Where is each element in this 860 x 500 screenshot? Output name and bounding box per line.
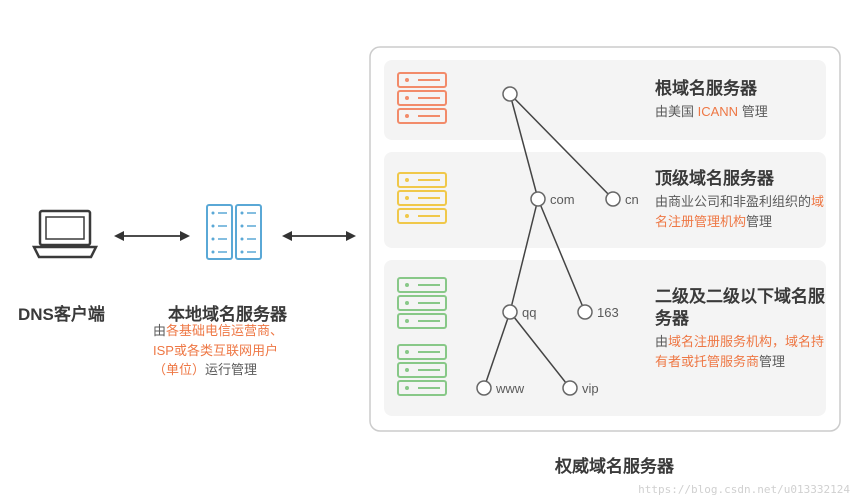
server-icon [398,173,446,223]
tree-label-qq: qq [522,305,536,320]
server-icon [398,73,446,123]
server-icon [398,345,446,395]
tree-node-163 [578,305,592,319]
tree-node-root [503,87,517,101]
tree-node-cn [606,192,620,206]
tree-label-www: www [495,381,525,396]
local-server-desc: 由各基础电信运营商、ISP或各类互联网用户（单位）运行管理 [153,321,333,380]
laptop-icon [34,211,96,257]
level-sub-text: 二级及二级以下域名服务器由域名注册服务机构，域名持有者或托管服务商管理 [655,286,830,371]
tree-node-vip [563,381,577,395]
level-root-text: 根域名服务器由美国 ICANN 管理 [655,78,820,122]
diagram-canvas: com cn qq 163 www vip [0,0,860,500]
client-title: DNS客户端 [18,300,105,325]
tree-label-vip: vip [582,381,599,396]
tree-label-com: com [550,192,575,207]
tree-label-163: 163 [597,305,619,320]
tree-node-www [477,381,491,395]
arrow-0 [114,231,190,241]
panel-title: 权威域名服务器 [555,452,674,477]
server-icon [398,278,446,328]
tree-label-cn: cn [625,192,639,207]
tree-node-com [531,192,545,206]
arrow-1 [282,231,356,241]
tree-node-qq [503,305,517,319]
local-server-icon [207,205,261,259]
level-tld-text: 顶级域名服务器由商业公司和非盈利组织的域名注册管理机构管理 [655,168,825,231]
